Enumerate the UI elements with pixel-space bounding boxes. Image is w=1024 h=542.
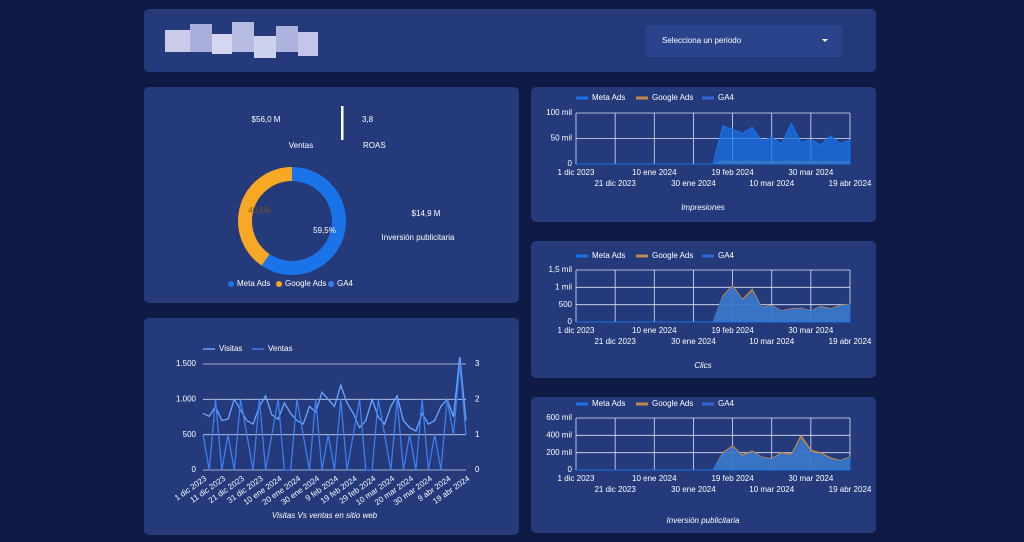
x-tick-label: 30 mar 2024 (788, 326, 833, 335)
impressions-panel (531, 87, 876, 222)
x-tick-label: 10 ene 2024 (632, 326, 677, 335)
legend-label: Visitas (219, 344, 242, 353)
x-tick-label: 10 mar 2024 (749, 337, 794, 346)
visits-panel (144, 318, 519, 535)
legend-label: Meta Ads (592, 251, 625, 260)
x-tick-label: 1 dic 2023 (558, 326, 595, 335)
y-tick-label: 0 (568, 317, 573, 326)
legend-label: Google Ads (285, 279, 326, 288)
x-tick-label: 10 mar 2024 (749, 179, 794, 188)
x-tick-label: 21 dic 2023 (594, 485, 636, 494)
y-tick-label: 400 mil (546, 430, 572, 439)
x-tick-label: 30 ene 2024 (671, 337, 716, 346)
donut-slice (261, 167, 346, 275)
x-tick-label: 19 feb 2024 (711, 326, 754, 335)
legend-label: Google Ads (652, 399, 693, 408)
y2-tick-label: 0 (475, 465, 480, 474)
y-tick-label: 600 mil (546, 413, 572, 422)
legend-label: Google Ads (652, 93, 693, 102)
legend-swatch (576, 96, 588, 100)
y-tick-label: 1,5 mil (548, 265, 572, 274)
donut-slice (238, 167, 292, 266)
legend-label: Google Ads (652, 251, 693, 260)
y-tick-label: 100 mil (546, 108, 572, 117)
y-tick-label: 1.000 (176, 394, 197, 403)
legend-swatch (276, 281, 282, 287)
x-tick-label: 19 abr 2024 (829, 179, 872, 188)
legend-swatch (636, 254, 648, 258)
y2-tick-label: 1 (475, 430, 480, 439)
y2-tick-label: 2 (475, 394, 480, 403)
dropdown-caret[interactable] (822, 39, 828, 42)
spend-panel (531, 397, 876, 533)
x-tick-label: 30 mar 2024 (788, 474, 833, 483)
legend-swatch (702, 96, 714, 100)
x-tick-label: 19 abr 2024 (829, 485, 872, 494)
clicks-panel (531, 241, 876, 378)
chart-title: Clics (694, 361, 711, 370)
x-tick-label: 19 abr 2024 (829, 337, 872, 346)
kpi-value: 3,8 (362, 115, 374, 124)
legend-swatch (576, 402, 588, 406)
y-tick-label: 0 (568, 159, 573, 168)
kpi-label: Inversión publicitaria (382, 233, 455, 242)
legend-swatch (636, 96, 648, 100)
legend-label: GA4 (718, 93, 735, 102)
period-dropdown[interactable] (646, 25, 842, 57)
x-tick-label: 10 ene 2024 (632, 168, 677, 177)
legend-swatch (636, 402, 648, 406)
legend-label: Meta Ads (592, 399, 625, 408)
x-tick-label: 19 feb 2024 (711, 474, 754, 483)
legend-swatch (702, 402, 714, 406)
legend-swatch (576, 254, 588, 258)
x-tick-label: 21 dic 2023 (594, 179, 636, 188)
x-tick-label: 30 ene 2024 (671, 485, 716, 494)
legend-swatch (702, 254, 714, 258)
y-tick-label: 1.500 (176, 359, 197, 368)
series-area (576, 286, 851, 323)
x-tick-label: 10 ene 2024 (632, 474, 677, 483)
kpi-label: ROAS (363, 141, 386, 150)
y2-tick-label: 3 (475, 359, 480, 368)
chart-title: Impresiones (681, 203, 725, 212)
legend-label: GA4 (337, 279, 354, 288)
kpi-divider (341, 106, 344, 140)
x-tick-label: 30 ene 2024 (671, 179, 716, 188)
legend-label: Meta Ads (237, 279, 270, 288)
series-line (202, 363, 467, 471)
x-tick-label: 1 dic 2023 (558, 168, 595, 177)
series-area (576, 122, 851, 165)
slice-label: 40,5% (248, 206, 271, 215)
legend-label: GA4 (718, 251, 735, 260)
y-tick-label: 500 (183, 430, 197, 439)
legend-label: Meta Ads (592, 93, 625, 102)
chart-title: Inversión publicitaria (667, 516, 740, 525)
series-area (576, 438, 851, 471)
y-tick-label: 500 (559, 300, 573, 309)
kpi-value: $14,9 M (412, 209, 441, 218)
x-tick-label: 1 dic 2023 (558, 474, 595, 483)
series-line (202, 356, 467, 433)
dropdown-label[interactable]: Selecciona un periodo (662, 36, 742, 45)
legend-swatch (328, 281, 334, 287)
kpi-value: $56,0 M (252, 115, 281, 124)
legend-label: GA4 (718, 399, 735, 408)
x-tick-label: 30 mar 2024 (788, 168, 833, 177)
x-tick-label: 10 mar 2024 (749, 485, 794, 494)
legend-swatch (228, 281, 234, 287)
blurred-logo (165, 22, 318, 58)
kpi-label: Ventas (289, 141, 313, 150)
slice-label: 59,5% (313, 226, 336, 235)
y-tick-label: 200 mil (546, 448, 572, 457)
y-tick-label: 0 (568, 465, 573, 474)
legend-label: Ventas (268, 344, 292, 353)
x-tick-label: 21 dic 2023 (594, 337, 636, 346)
chart-title: Visitas Vs ventas en sitio web (272, 511, 378, 520)
y-tick-label: 0 (192, 465, 197, 474)
x-tick-label: 19 feb 2024 (711, 168, 754, 177)
y-tick-label: 1 mil (555, 282, 572, 291)
y-tick-label: 50 mil (551, 134, 573, 143)
